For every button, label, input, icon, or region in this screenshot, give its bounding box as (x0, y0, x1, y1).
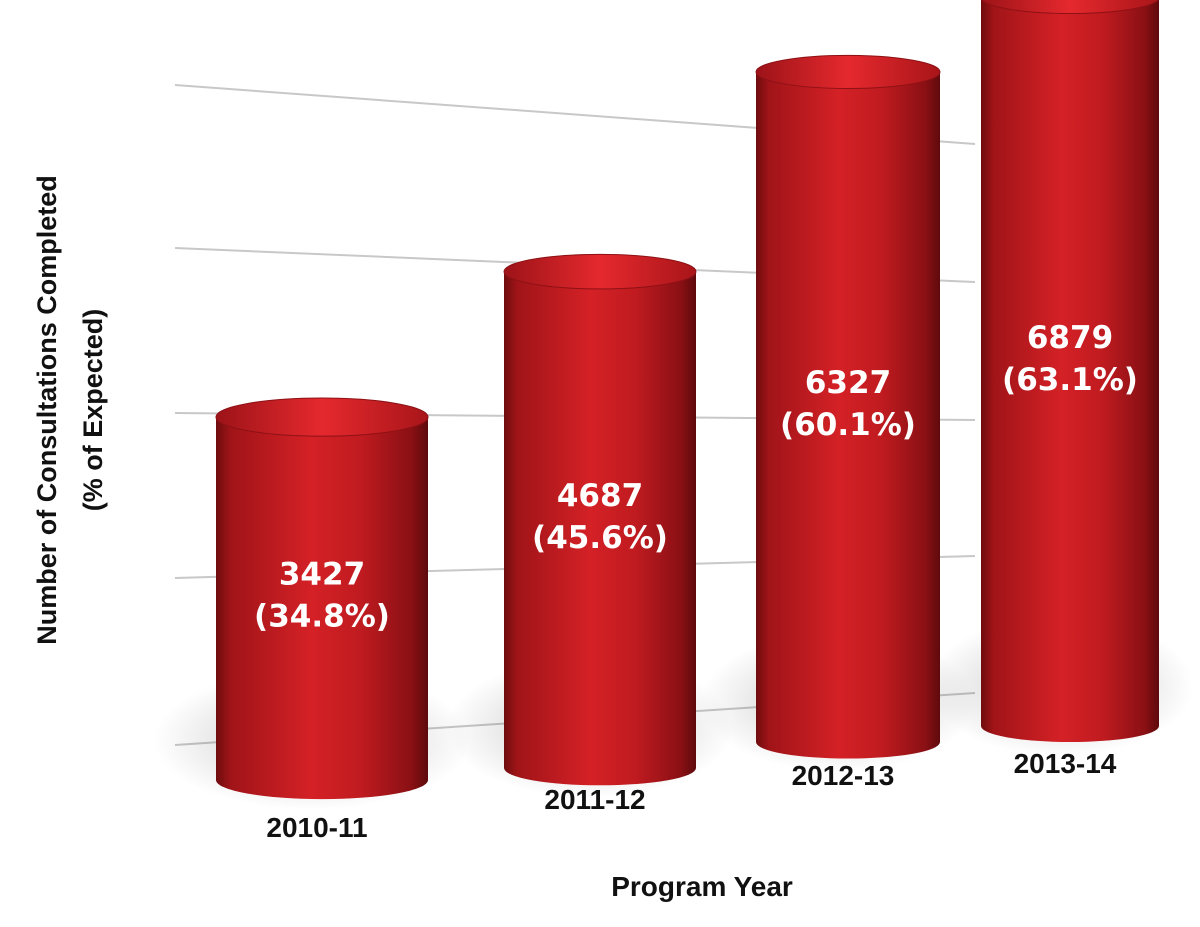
data-label-percent: (45.6%) (532, 520, 668, 556)
bar-body (216, 417, 428, 800)
data-label-percent: (60.1%) (780, 407, 916, 443)
bar-2010-11 (215, 397, 429, 800)
y-axis-title: Number of Consultations Completed (% of … (32, 175, 108, 645)
bar-body (504, 271, 696, 786)
bar-top (755, 54, 941, 90)
bar-body (756, 71, 941, 759)
x-tick-label: 2011-12 (544, 784, 645, 815)
bar-top (215, 397, 429, 437)
bar-top (503, 253, 697, 290)
data-label-value: 6327 (805, 365, 891, 401)
x-tick-label: 2012-13 (792, 760, 895, 791)
data-label-percent: (63.1%) (1002, 362, 1138, 398)
bar-2012-13 (755, 54, 941, 759)
x-tick-label: 2013-14 (1014, 748, 1117, 779)
bar-body (981, 0, 1159, 743)
data-label-value: 4687 (557, 478, 643, 514)
x-tick-label: 2010-11 (266, 812, 367, 843)
x-axis-title: Program Year (611, 871, 793, 902)
bar-top (981, 0, 1159, 15)
y-axis-title-line1: Number of Consultations Completed (32, 175, 62, 645)
data-label-value: 3427 (279, 557, 365, 593)
bar-2011-12 (503, 253, 697, 786)
data-labels: 3427 (34.8%) 4687 (45.6%) 6327 (60.1%) 6879 (63… (254, 320, 1138, 635)
bars (215, 0, 1159, 800)
data-label-percent: (34.8%) (254, 599, 390, 635)
y-axis-title-line2: (% of Expected) (78, 309, 108, 512)
data-label-value: 6879 (1027, 320, 1113, 356)
x-tick-labels: 2010-11 2011-12 2012-13 2013-14 (266, 748, 1116, 843)
bar-2013-14 (981, 0, 1159, 743)
